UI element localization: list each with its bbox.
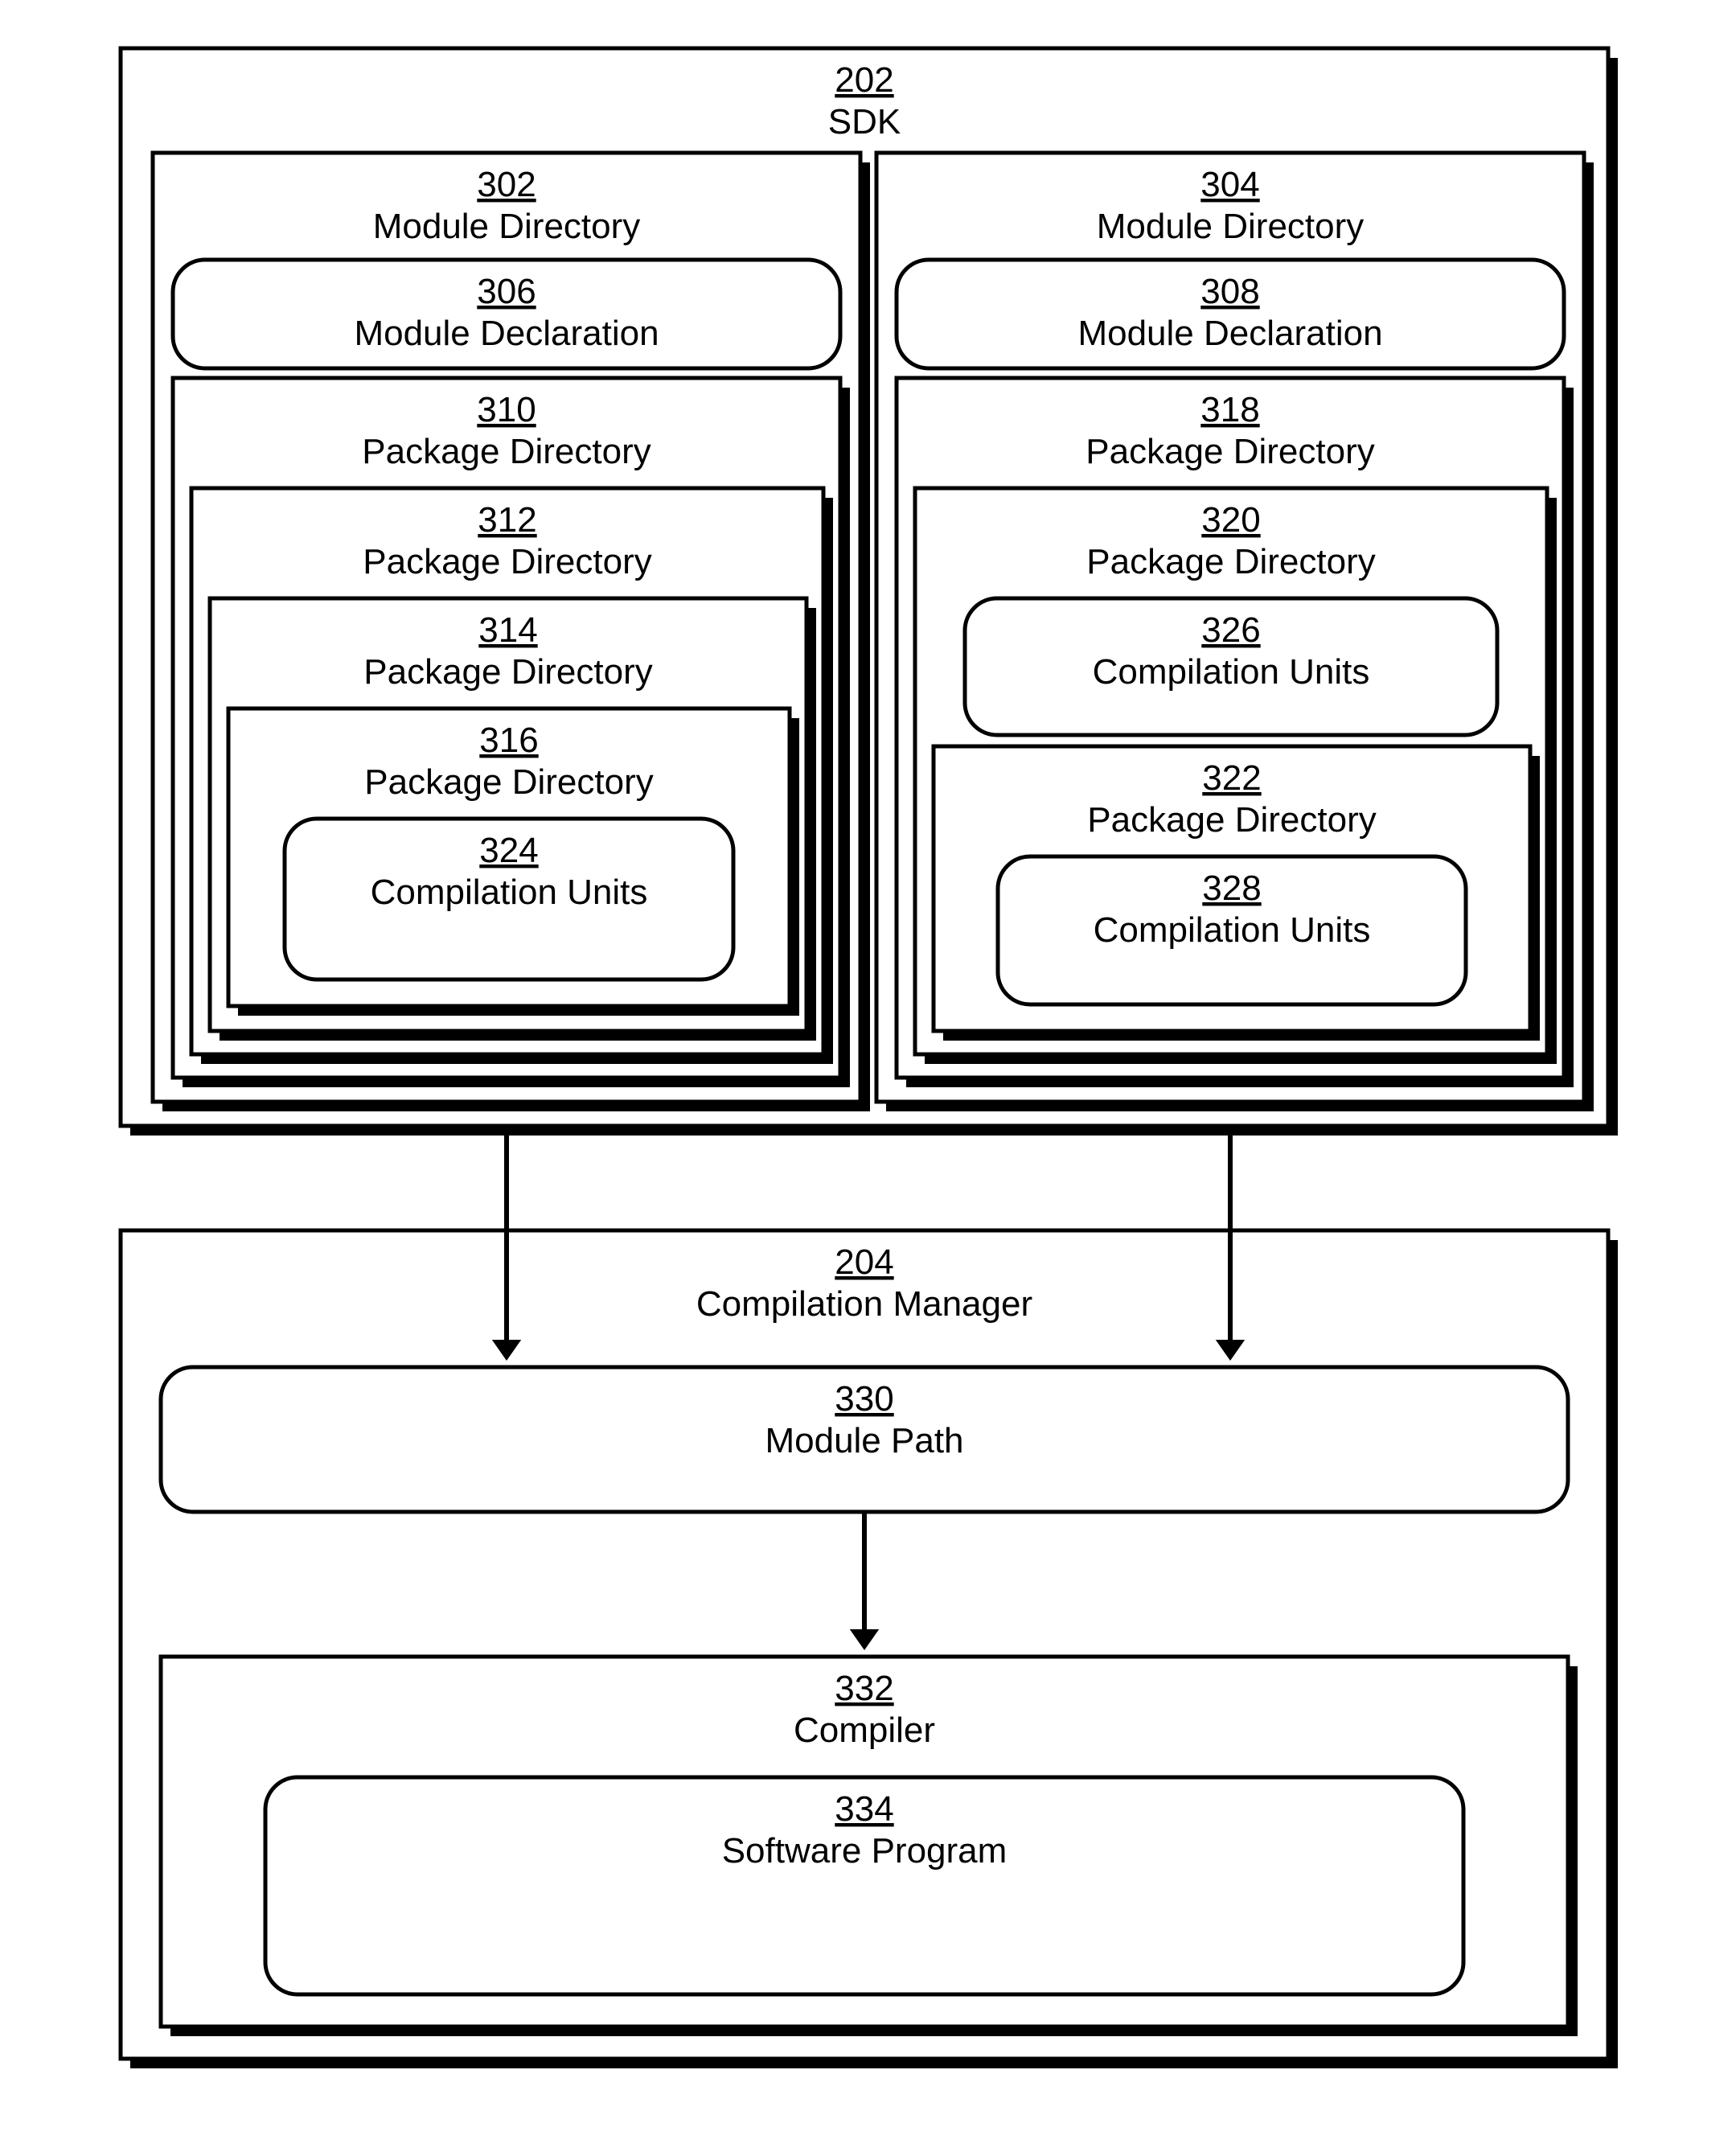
package-directory-310-label: Package Directory: [362, 432, 650, 471]
module-directory-304-id: 304: [1200, 165, 1259, 204]
package-directory-322-id: 322: [1202, 758, 1261, 798]
package-directory-320-id: 320: [1201, 500, 1260, 540]
package-directory-318-id: 318: [1200, 390, 1259, 429]
module-path-330: 330Module Path: [161, 1367, 1568, 1512]
module-declaration-308-label: Module Declaration: [1077, 314, 1382, 353]
module-declaration-308: 308Module Declaration: [897, 260, 1564, 368]
package-directory-322-label: Package Directory: [1087, 800, 1376, 840]
module-path-330-id: 330: [835, 1379, 893, 1419]
sdk-box-id: 202: [835, 60, 893, 100]
module-directory-304-label: Module Directory: [1097, 207, 1365, 246]
compilation-units-328: 328Compilation Units: [998, 856, 1466, 1004]
package-directory-314-id: 314: [478, 610, 537, 650]
package-directory-318-label: Package Directory: [1086, 432, 1374, 471]
module-declaration-308-id: 308: [1200, 272, 1259, 311]
compilation-units-328-label: Compilation Units: [1094, 910, 1371, 950]
package-directory-312-id: 312: [478, 500, 536, 540]
software-program-334-id: 334: [835, 1789, 893, 1829]
compilation-manager-204-id: 204: [835, 1242, 893, 1282]
module-declaration-306-id: 306: [477, 272, 536, 311]
compiler-332-id: 332: [835, 1669, 893, 1708]
software-program-334: 334Software Program: [265, 1777, 1463, 1994]
compilation-units-324-label: Compilation Units: [371, 873, 648, 912]
module-directory-302-id: 302: [477, 165, 536, 204]
package-directory-320-label: Package Directory: [1086, 542, 1375, 581]
compilation-units-326-label: Compilation Units: [1093, 652, 1370, 692]
package-directory-312-label: Package Directory: [363, 542, 651, 581]
package-directory-316-id: 316: [479, 721, 538, 760]
package-directory-310-id: 310: [477, 390, 536, 429]
compilation-units-328-id: 328: [1202, 869, 1261, 908]
compiler-332-label: Compiler: [794, 1711, 935, 1750]
module-declaration-306-label: Module Declaration: [354, 314, 659, 353]
software-program-334-label: Software Program: [722, 1831, 1008, 1871]
compilation-units-326-id: 326: [1201, 610, 1260, 650]
compilation-units-324: 324Compilation Units: [285, 819, 733, 979]
package-directory-314-label: Package Directory: [363, 652, 652, 692]
package-directory-316-label: Package Directory: [364, 762, 653, 802]
sdk-box-label: SDK: [828, 102, 901, 142]
module-directory-302-label: Module Directory: [373, 207, 641, 246]
compilation-units-324-id: 324: [479, 831, 538, 870]
compilation-manager-204-label: Compilation Manager: [696, 1284, 1032, 1324]
compilation-units-326: 326Compilation Units: [965, 598, 1497, 735]
module-path-330-label: Module Path: [765, 1421, 963, 1460]
module-declaration-306: 306Module Declaration: [173, 260, 840, 368]
